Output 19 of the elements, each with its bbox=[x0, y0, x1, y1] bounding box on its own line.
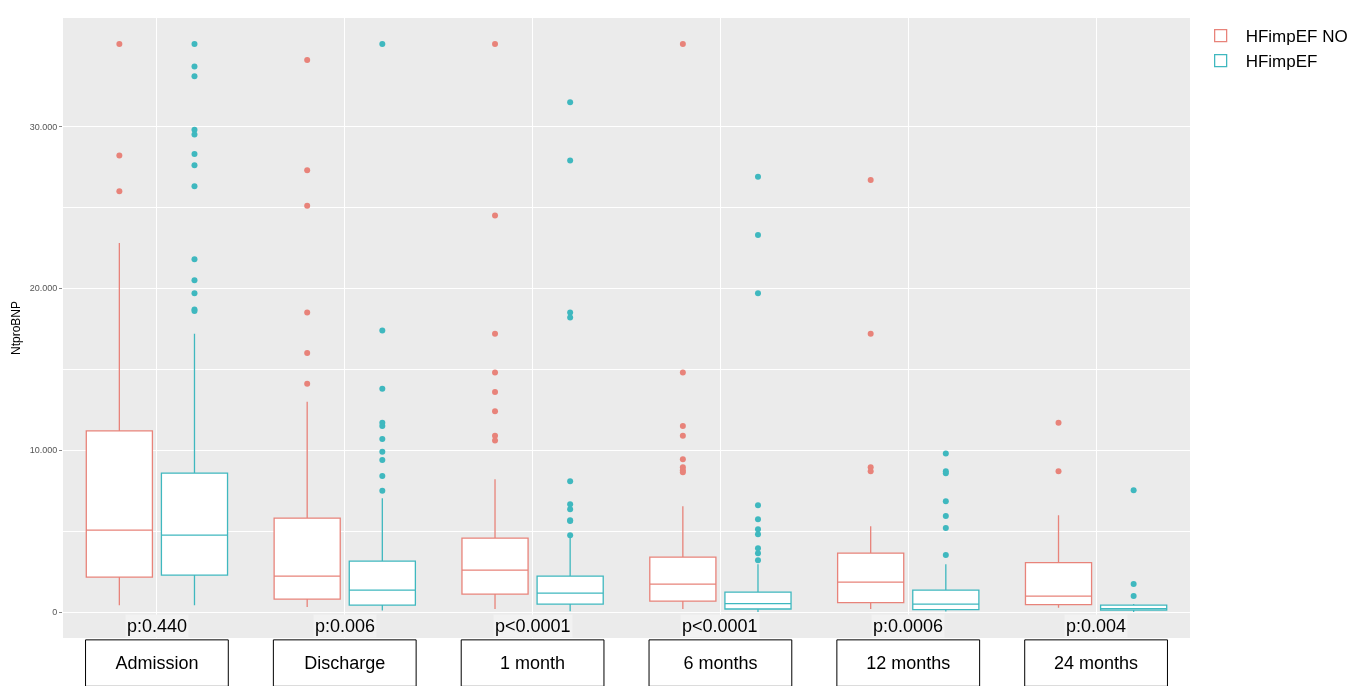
annotation: p:0.004 bbox=[1066, 616, 1127, 636]
x-tick-label: 1 month bbox=[500, 653, 566, 673]
y-tick-label: 0 bbox=[52, 607, 58, 618]
annotation: p:0.440 bbox=[127, 616, 188, 636]
annotation: p:0.0006 bbox=[873, 616, 944, 636]
annotation: p<0.0001 bbox=[682, 616, 758, 636]
x-tick-label: Discharge bbox=[304, 653, 386, 673]
y-tick-label: 30.000 bbox=[29, 121, 58, 132]
x-tick-label: Admission bbox=[115, 653, 199, 673]
y-tick-label: 10.000 bbox=[29, 445, 58, 456]
x-tick-label: 6 months bbox=[683, 653, 758, 673]
x-tick-label: 12 months bbox=[866, 653, 951, 673]
annotation: p<0.0001 bbox=[495, 616, 571, 636]
y-tick-label: 20.000 bbox=[29, 283, 58, 294]
x-tick-label: 24 months bbox=[1054, 653, 1139, 673]
y-axis-title: NtproBNP bbox=[8, 300, 23, 356]
annotation: p:0.006 bbox=[315, 616, 376, 636]
legend-label: HFimpEF bbox=[1245, 52, 1318, 72]
legend-label: HFimpEF NO bbox=[1245, 27, 1348, 47]
